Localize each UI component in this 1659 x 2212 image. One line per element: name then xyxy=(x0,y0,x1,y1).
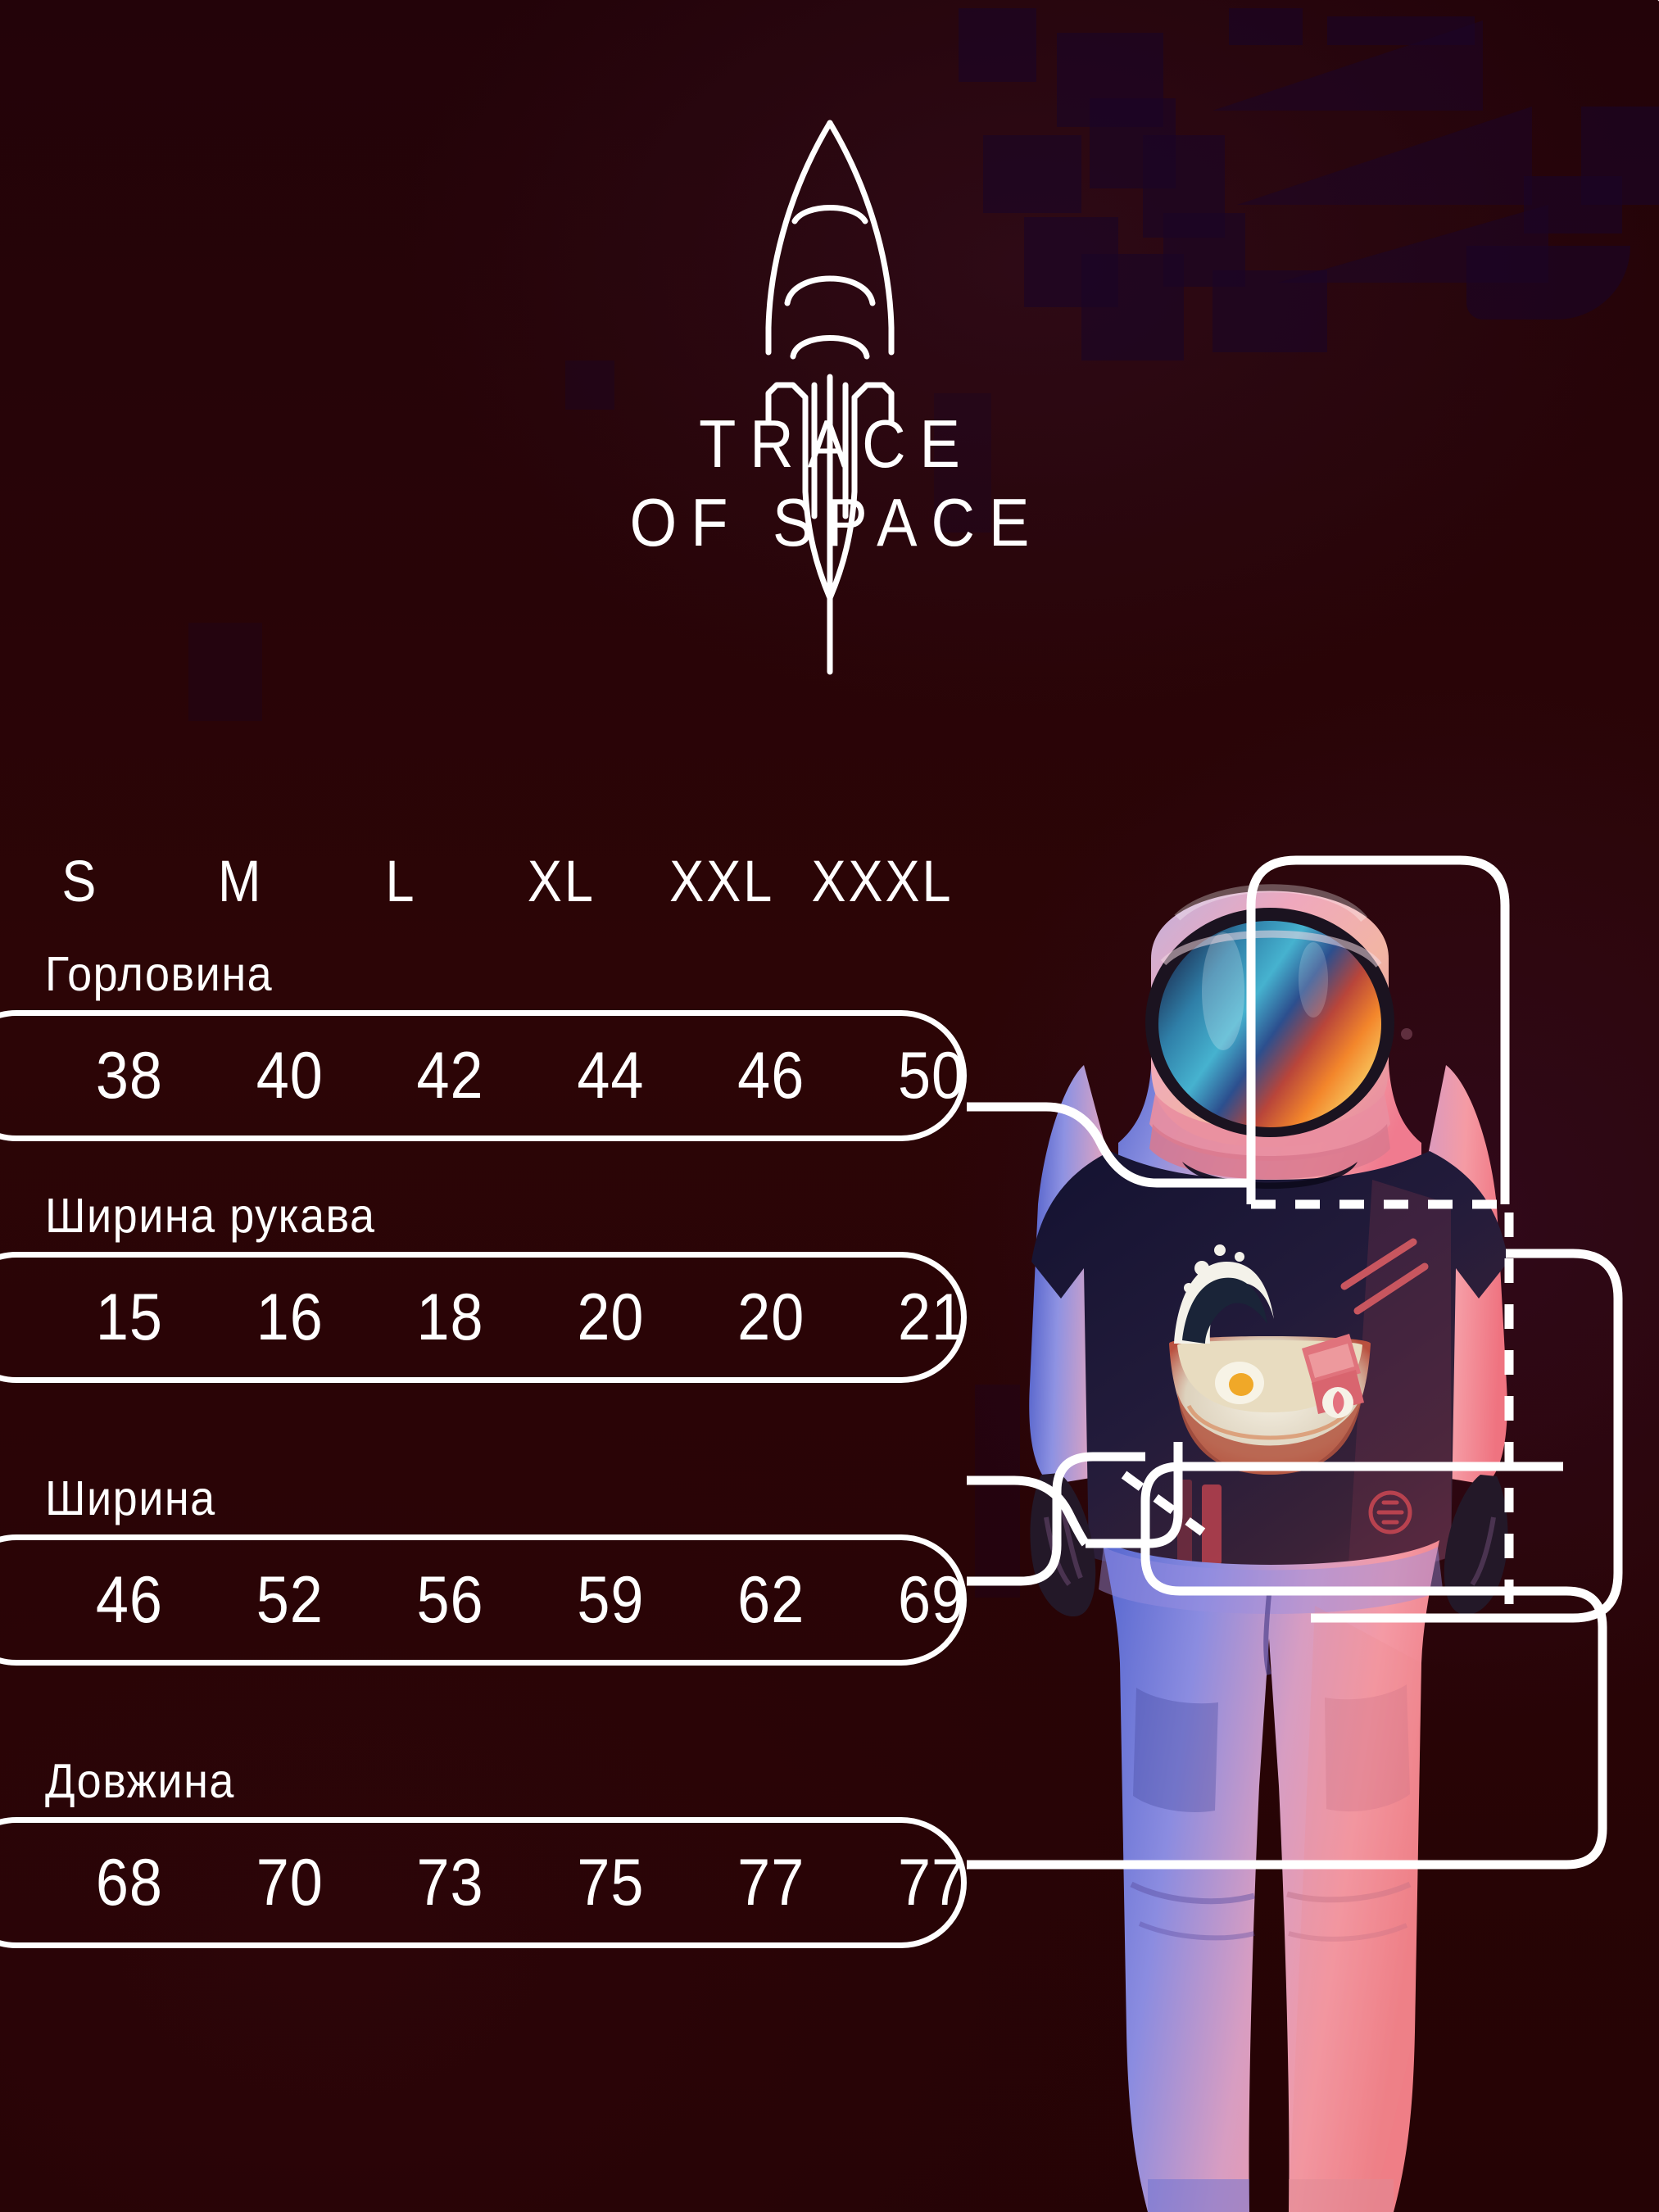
value-width-xxl: 62 xyxy=(737,1563,805,1637)
size-header-s: S xyxy=(61,849,99,914)
size-header-m: M xyxy=(218,849,264,914)
value-width-l: 56 xyxy=(416,1563,484,1637)
value-width-xl: 59 xyxy=(577,1563,645,1637)
value-sleeve-m: 16 xyxy=(256,1281,324,1354)
value-width-s: 46 xyxy=(95,1563,163,1637)
value-sleeve-xxl: 20 xyxy=(737,1281,805,1354)
value-width-xxxl: 69 xyxy=(898,1563,966,1637)
size-header-l: L xyxy=(385,849,417,914)
row-label-neckline: Горловина xyxy=(45,947,274,1002)
value-sleeve-l: 18 xyxy=(416,1281,484,1354)
rocket-icon xyxy=(670,107,990,680)
value-sleeve-xxxl: 21 xyxy=(898,1281,966,1354)
value-neckline-xxl: 46 xyxy=(737,1039,805,1113)
value-neckline-s: 38 xyxy=(95,1039,163,1113)
size-header-xxl: XXL xyxy=(669,849,775,914)
value-length-l: 73 xyxy=(416,1846,484,1920)
value-width-m: 52 xyxy=(256,1563,324,1637)
value-length-xl: 75 xyxy=(577,1846,645,1920)
row-label-length: Довжина xyxy=(45,1754,235,1809)
row-pill-width xyxy=(0,1534,967,1666)
value-sleeve-xl: 20 xyxy=(577,1281,645,1354)
size-header-row: S M L XL XXL XXXL xyxy=(0,849,963,914)
value-length-xxl: 77 xyxy=(737,1846,805,1920)
row-values-length: 68 70 73 75 77 77 xyxy=(49,1817,1012,1948)
value-neckline-xl: 44 xyxy=(577,1039,645,1113)
row-values-width: 46 52 56 59 62 69 xyxy=(49,1534,1012,1666)
row-pill-sleeve-width xyxy=(0,1252,967,1383)
row-label-sleeve-width: Ширина рукава xyxy=(45,1189,376,1244)
value-length-s: 68 xyxy=(95,1846,163,1920)
size-header-xl: XL xyxy=(527,849,596,914)
row-pill-neckline xyxy=(0,1010,967,1141)
row-pill-length xyxy=(0,1817,967,1948)
row-values-sleeve-width: 15 16 18 20 20 21 xyxy=(49,1252,1012,1383)
value-neckline-m: 40 xyxy=(256,1039,324,1113)
value-length-xxxl: 77 xyxy=(898,1846,966,1920)
value-length-m: 70 xyxy=(256,1846,324,1920)
row-values-neckline: 38 40 42 44 46 50 xyxy=(49,1010,1012,1141)
value-neckline-xxxl: 50 xyxy=(898,1039,966,1113)
row-label-width: Ширина xyxy=(45,1471,216,1526)
value-sleeve-s: 15 xyxy=(95,1281,163,1354)
value-neckline-l: 42 xyxy=(416,1039,484,1113)
astronaut-model xyxy=(987,819,1552,2212)
corner-slash-decoration xyxy=(1403,0,1659,36)
brand-logo: TRACE OF SPACE xyxy=(0,107,1659,680)
size-header-xxxl: XXXL xyxy=(811,849,954,914)
